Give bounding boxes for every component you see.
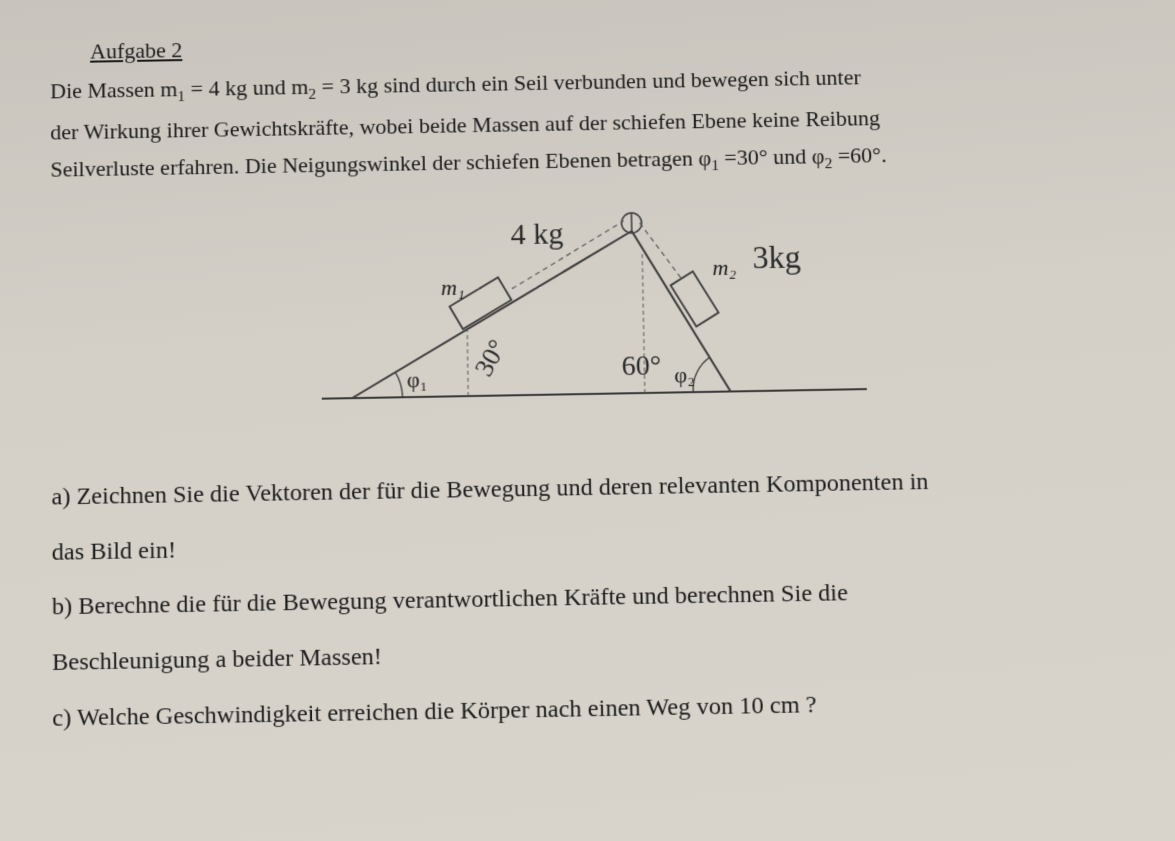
problem-statement: Die Massen m1 = 4 kg und m2 = 3 kg sind … [50,55,1130,191]
question-a-cont: das Bild ein! [52,511,1142,577]
question-b: b) Berechne die für die Bewegung verantw… [52,566,1144,632]
question-c: c) Welche Geschwindigkeit erreichen die … [52,676,1147,743]
question-b-cont: Beschleunigung a beider Massen! [52,621,1145,687]
phi2-label: φ₂ [674,362,695,389]
mass1-handwritten: 4 kg [510,217,563,252]
mass2-handwritten: 3kg [752,238,801,276]
angle2-handwritten: 60° [621,350,661,383]
question-a: a) Zeichnen Sie die Vektoren der für die… [51,456,1140,522]
phi1-label: φ₁ [407,367,428,394]
inclined-plane-diagram: m₁ m₂ φ₁ φ₂ 4 kg 3kg 30° 60° [309,207,877,420]
mass2-label: m₂ [712,255,736,282]
mass1-label: m₁ [441,275,465,302]
diagram-container: m₁ m₂ φ₁ φ₂ 4 kg 3kg 30° 60° [51,202,1137,424]
questions-block: a) Zeichnen Sie die Vektoren der für die… [51,456,1147,743]
